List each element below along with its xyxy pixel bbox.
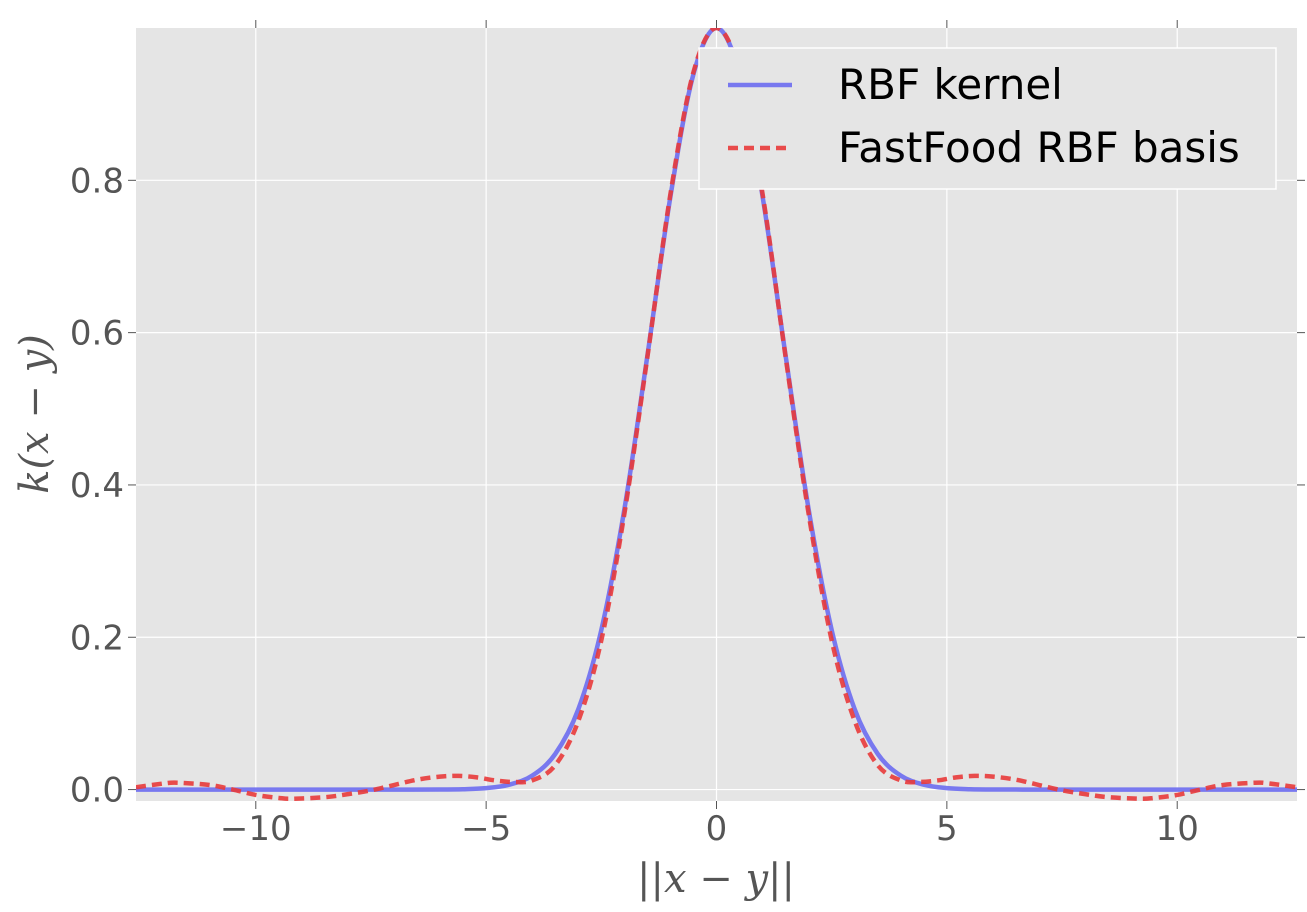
x-tick-labels: −10 −5 0 5 10 — [220, 809, 1199, 849]
x-tick-label: −5 — [461, 809, 511, 849]
y-tick-label: 0.6 — [70, 314, 124, 354]
x-axis-label: ||x − y|| — [637, 856, 795, 902]
legend-label-rbf-kernel: RBF kernel — [838, 60, 1063, 109]
legend: RBF kernel FastFood RBF basis — [698, 47, 1277, 190]
y-tick-labels: 0.0 0.2 0.4 0.6 0.8 — [70, 161, 124, 810]
y-tick-label: 0.4 — [70, 466, 124, 506]
y-axis-label: k(x − y) — [12, 334, 58, 494]
x-tick-label: −10 — [220, 809, 292, 849]
axis-ticks — [128, 20, 1305, 809]
y-tick-label: 0.2 — [70, 618, 124, 658]
x-tick-label: 10 — [1156, 809, 1199, 849]
x-tick-label: 5 — [936, 809, 958, 849]
series-layer — [136, 28, 1297, 801]
y-tick-label: 0.0 — [70, 771, 124, 811]
x-tick-label: 0 — [706, 809, 728, 849]
y-tick-label: 0.8 — [70, 161, 124, 201]
legend-label-fastfood-rbf-basis: FastFood RBF basis — [838, 123, 1240, 172]
legend-box — [698, 47, 1277, 190]
series-line-rbf-kernel — [136, 28, 1297, 792]
